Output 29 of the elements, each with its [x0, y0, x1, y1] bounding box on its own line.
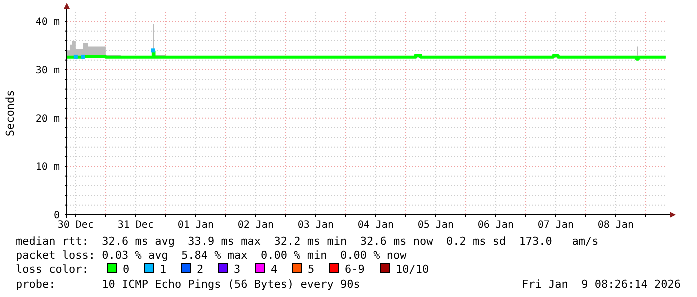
legend-label: 3	[234, 263, 241, 276]
x-tick-label: 04 Jan	[358, 220, 394, 231]
text: packet loss: 0.03 % avg 5.84 % max 0.00 % min 0.00 % now	[16, 249, 408, 262]
y-axis-title: Seconds	[4, 90, 17, 137]
x-tick-label: 02 Jan	[238, 220, 274, 231]
y-tick-label: 0	[54, 210, 60, 222]
x-tick-label: 31 Dec	[118, 220, 154, 231]
legend-label: 10/10	[396, 263, 430, 276]
legend-label: 2	[197, 263, 204, 276]
x-tick-label: 06 Jan	[478, 220, 514, 231]
legend-label: 4	[271, 263, 278, 276]
x-tick-label: 03 Jan	[298, 220, 334, 231]
x-tick-label: 08 Jan	[598, 220, 634, 231]
x-tick-label: 01 Jan	[178, 220, 214, 231]
legend-label: 6-9	[345, 263, 365, 276]
text: probe: 10 ICMP Echo Pings (56 Bytes) every 90s	[16, 278, 360, 291]
y-tick-label: 10 m	[36, 162, 60, 174]
text: median rtt: 32.6 ms avg 33.9 ms max 32.2 ms min 32.6 ms now 0.2 ms sd 173.0 am/s	[16, 235, 599, 248]
x-tick-label: 05 Jan	[418, 220, 454, 231]
legend-label: 0	[123, 263, 130, 276]
x-tick-label: 07 Jan	[538, 220, 574, 231]
legend-title: loss color:	[16, 263, 89, 276]
legend-label: 5	[308, 263, 315, 276]
legend-label: 1	[160, 263, 167, 276]
y-tick-label: 20 m	[36, 114, 60, 125]
text: Fri Jan 9 08:26:14 2026	[522, 278, 681, 291]
y-tick-label: 30 m	[36, 66, 60, 76]
x-tick-label: 30 Dec	[58, 220, 94, 231]
y-tick-label: 40 m	[36, 17, 60, 28]
